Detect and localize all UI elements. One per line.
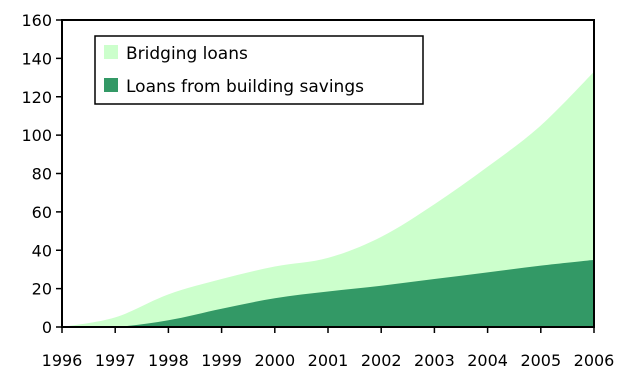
x-tick-label: 2004 [467, 351, 508, 370]
y-tick-label: 20 [32, 280, 52, 299]
y-tick-label: 60 [32, 203, 52, 222]
y-tick-label: 140 [21, 49, 52, 68]
x-tick-label: 2006 [574, 351, 615, 370]
chart-areas [62, 71, 594, 328]
legend-swatch-bridging-loans [104, 45, 118, 59]
y-tick-label: 100 [21, 126, 52, 145]
x-tick-label: 1999 [201, 351, 242, 370]
x-tick-label: 2002 [361, 351, 402, 370]
y-axis: 0 20 40 60 80 100 120 140 160 [21, 11, 62, 337]
x-tick-label: 2003 [414, 351, 455, 370]
x-tick-label: 1997 [95, 351, 136, 370]
x-tick-label: 1996 [42, 351, 83, 370]
legend-box [94, 35, 424, 105]
y-tick-label: 0 [42, 318, 52, 337]
x-tick-label: 2000 [254, 351, 295, 370]
x-tick-label: 2005 [520, 351, 561, 370]
area-loans-from-building-savings [62, 259, 594, 328]
x-tick-label: 1998 [148, 351, 189, 370]
area-bridging-loans [62, 71, 594, 328]
x-tick-label: 2001 [308, 351, 349, 370]
legend-label-loans-from-building-savings: Loans from building savings [126, 77, 364, 97]
legend-label-bridging-loans: Bridging loans [126, 44, 248, 64]
y-tick-label: 160 [21, 11, 52, 30]
y-tick-label: 120 [21, 88, 52, 107]
x-axis: 1996 1997 1998 1999 2000 2001 2002 2003 2004 2005… [42, 327, 615, 370]
y-tick-label: 40 [32, 241, 52, 260]
legend-swatch-loans-from-building-savings [104, 78, 118, 92]
legend: Bridging loans Loans from building savin… [94, 35, 424, 105]
y-tick-label: 80 [32, 165, 52, 184]
